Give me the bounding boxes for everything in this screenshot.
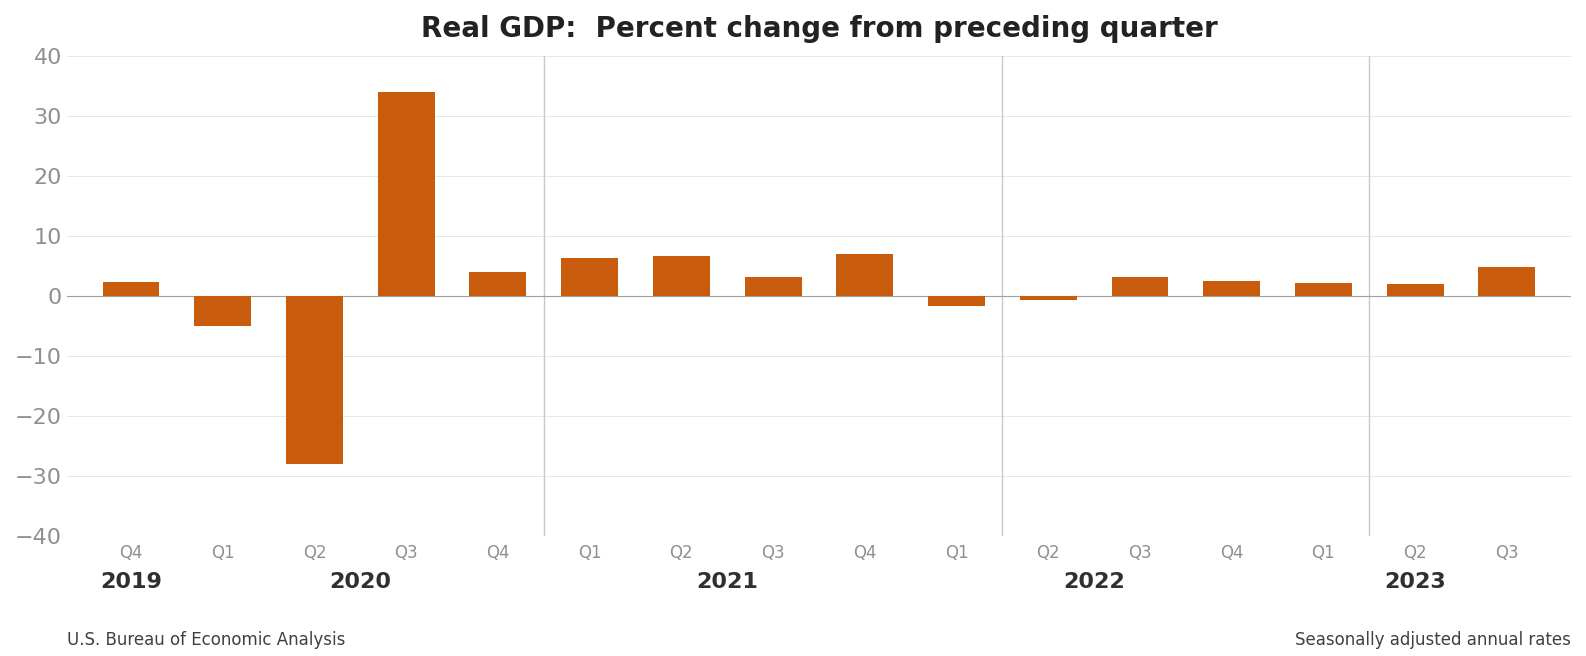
Bar (561, 258, 619, 297)
Bar (195, 297, 251, 326)
Bar (1294, 283, 1351, 297)
Bar (1020, 297, 1077, 300)
Bar (836, 255, 893, 297)
Bar (1386, 283, 1443, 297)
Bar (928, 297, 985, 306)
Text: 2021: 2021 (696, 572, 758, 592)
Bar (103, 282, 160, 297)
Bar (469, 272, 527, 297)
Text: 2019: 2019 (100, 572, 162, 592)
Title: Real GDP:  Percent change from preceding quarter: Real GDP: Percent change from preceding … (420, 15, 1218, 43)
Bar (1112, 277, 1169, 297)
Text: 2022: 2022 (1063, 572, 1124, 592)
Bar (285, 297, 343, 464)
Bar (745, 277, 801, 297)
Bar (1478, 267, 1535, 297)
Bar (1204, 281, 1261, 297)
Text: 2023: 2023 (1385, 572, 1446, 592)
Text: Seasonally adjusted annual rates: Seasonally adjusted annual rates (1296, 632, 1572, 649)
Text: 2020: 2020 (330, 572, 392, 592)
Bar (653, 256, 711, 297)
Text: U.S. Bureau of Economic Analysis: U.S. Bureau of Economic Analysis (67, 632, 346, 649)
Bar (377, 92, 435, 297)
